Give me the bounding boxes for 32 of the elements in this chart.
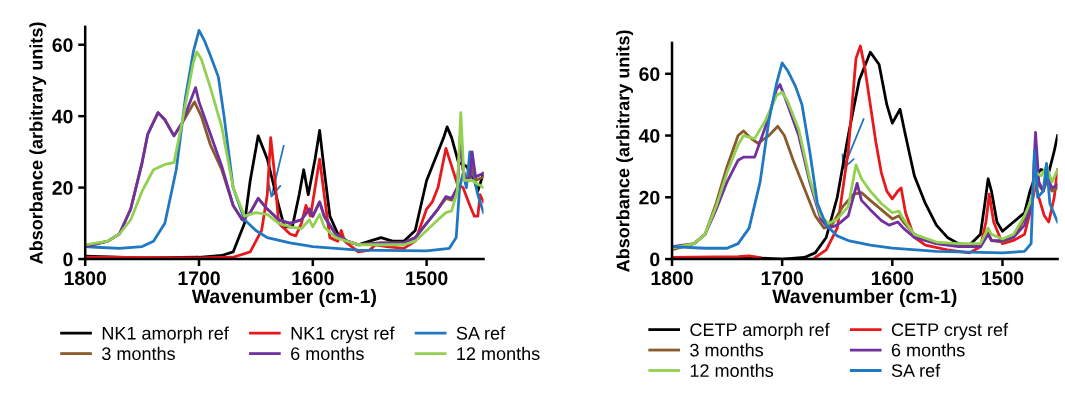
y-tick-label: 20 (639, 190, 660, 205)
x-axis-title: Wavenumber (cm-1) (772, 288, 957, 308)
x-tick-label: 1700 (761, 271, 803, 286)
legend-label: SA ref (456, 326, 506, 340)
y-tick-label: 40 (638, 129, 660, 143)
legend-label: 6 months (891, 343, 965, 357)
x-tick-label: 1600 (871, 271, 914, 286)
legend-label: NK1 amorph ref (102, 326, 229, 344)
y-axis-title: Absorbance (arbitrary units) (616, 30, 634, 272)
legend-label: 12 months (457, 346, 540, 361)
legend-label: 3 months (690, 343, 764, 357)
x-tick-label: 1500 (406, 271, 448, 286)
x-tick-label: 1500 (982, 271, 1024, 286)
legend-label: 6 months (291, 346, 364, 361)
legend-label: 3 months (102, 346, 175, 361)
x-tick-label: 1700 (178, 271, 220, 286)
x-axis-title: Wavenumber (cm-1) (191, 288, 376, 308)
y-tick-label: 0 (650, 252, 660, 267)
x-tick-label: 1600 (292, 271, 334, 286)
x-tick-label: 1800 (64, 271, 107, 286)
y-tick-label: 60 (52, 38, 73, 52)
y-tick-label: 20 (52, 181, 73, 195)
legend-label: NK1 cryst ref (291, 326, 395, 344)
legend-label: CETP amorph ref (690, 322, 830, 340)
y-axis-title: Absorbance (arbitrary units) (29, 22, 47, 264)
y-tick-label: 0 (63, 252, 73, 267)
legend-label: SA ref (891, 363, 941, 377)
legend-label: 12 months (690, 363, 774, 377)
x-tick-label: 1800 (651, 271, 693, 286)
y-tick-label: 40 (52, 109, 73, 124)
y-tick-label: 60 (639, 67, 660, 82)
legend-label: CETP cryst ref (891, 322, 1009, 340)
